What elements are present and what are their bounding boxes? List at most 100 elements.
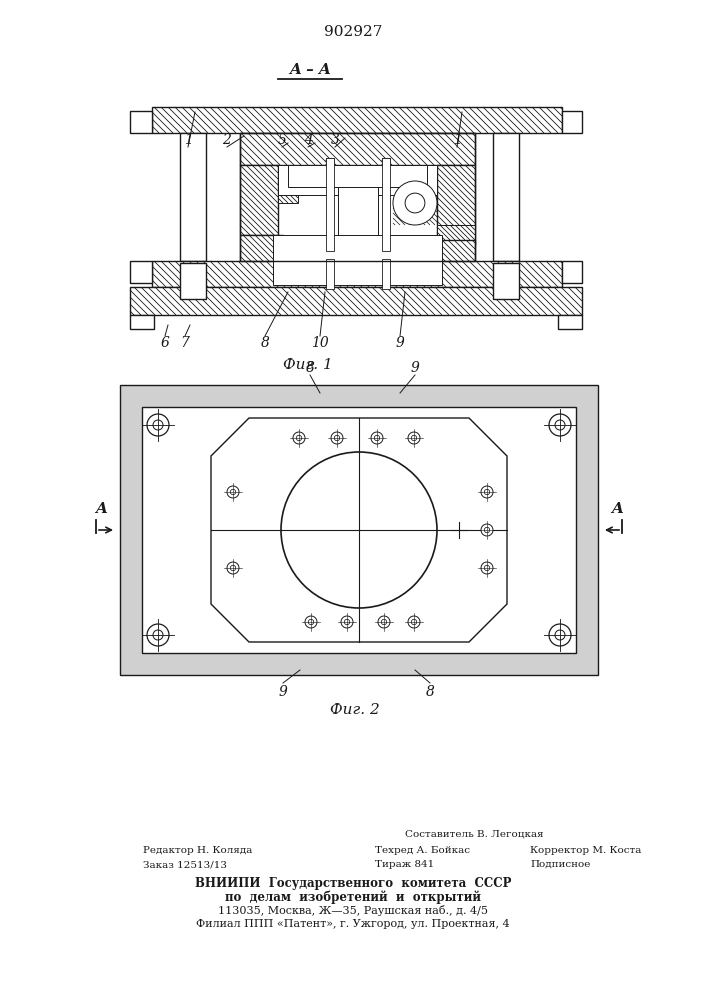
Text: 5: 5 (278, 133, 286, 147)
Circle shape (555, 420, 565, 430)
Circle shape (484, 489, 490, 495)
Bar (130, 287, 582, 315)
Circle shape (147, 624, 169, 646)
Text: 8: 8 (305, 361, 315, 375)
Text: A: A (95, 502, 107, 516)
Text: Корректор М. Коста: Корректор М. Коста (530, 846, 641, 855)
Bar (278, 178, 298, 203)
Bar (142, 407, 576, 653)
Bar (240, 165, 278, 235)
Text: Фиг. 2: Фиг. 2 (330, 703, 380, 717)
Circle shape (308, 619, 314, 625)
Circle shape (405, 193, 425, 213)
Bar (180, 133, 206, 261)
Bar (382, 241, 390, 251)
Text: 1: 1 (184, 133, 192, 147)
Circle shape (481, 562, 493, 574)
Text: A: A (611, 502, 623, 516)
Bar (325, 158, 334, 168)
Text: Техред А. Бойкас: Техред А. Бойкас (375, 846, 470, 855)
Text: 8: 8 (261, 336, 269, 350)
Bar (278, 165, 437, 195)
Bar (180, 263, 206, 299)
Bar (130, 111, 152, 133)
Polygon shape (211, 418, 507, 642)
Circle shape (153, 630, 163, 640)
Text: ВНИИПИ  Государственного  комитета  СССР: ВНИИПИ Государственного комитета СССР (195, 877, 511, 890)
Bar (152, 261, 562, 287)
Bar (382, 275, 390, 285)
Circle shape (555, 630, 565, 640)
Text: 10: 10 (311, 336, 329, 350)
Bar (382, 158, 390, 168)
Bar (325, 241, 334, 251)
Bar (432, 240, 475, 285)
Bar (325, 259, 334, 289)
Circle shape (481, 524, 493, 536)
Text: по  делам  изобретений  и  открытий: по делам изобретений и открытий (225, 891, 481, 904)
Bar (240, 235, 283, 285)
Text: 9: 9 (411, 361, 419, 375)
Text: 7: 7 (180, 336, 189, 350)
Text: 9: 9 (395, 336, 404, 350)
Circle shape (408, 616, 420, 628)
Bar (152, 107, 562, 133)
Text: 9: 9 (279, 685, 288, 699)
Bar (273, 235, 442, 285)
Circle shape (227, 486, 239, 498)
Bar (325, 275, 334, 285)
Bar (558, 315, 582, 329)
Circle shape (334, 435, 339, 441)
Text: Тираж 841: Тираж 841 (375, 860, 434, 869)
Circle shape (411, 435, 416, 441)
Circle shape (549, 624, 571, 646)
Bar (382, 158, 390, 251)
Text: 902927: 902927 (324, 25, 382, 39)
Circle shape (331, 432, 343, 444)
Circle shape (371, 432, 383, 444)
Circle shape (153, 420, 163, 430)
Text: 2: 2 (223, 133, 231, 147)
Circle shape (481, 486, 493, 498)
Circle shape (374, 435, 380, 441)
Bar (382, 259, 390, 289)
Text: 4: 4 (303, 133, 312, 147)
Bar (562, 111, 582, 133)
Circle shape (293, 432, 305, 444)
Bar (120, 385, 598, 675)
Circle shape (408, 432, 420, 444)
Circle shape (147, 414, 169, 436)
Bar (337, 165, 378, 253)
Circle shape (341, 616, 353, 628)
Text: Редактор Н. Коляда: Редактор Н. Коляда (143, 846, 252, 855)
Circle shape (230, 489, 235, 495)
Bar (240, 133, 475, 165)
Text: 6: 6 (160, 336, 170, 350)
Bar (437, 165, 475, 245)
Text: Составитель В. Легоцкая: Составитель В. Легоцкая (405, 830, 544, 839)
Circle shape (227, 562, 239, 574)
Bar (130, 315, 154, 329)
Circle shape (484, 565, 490, 571)
Bar (130, 261, 152, 283)
Circle shape (549, 414, 571, 436)
Text: Филиал ППП «Патент», г. Ужгород, ул. Проектная, 4: Филиал ППП «Патент», г. Ужгород, ул. Про… (196, 919, 510, 929)
Circle shape (344, 619, 350, 625)
Circle shape (296, 435, 302, 441)
Circle shape (281, 452, 437, 608)
Text: 3: 3 (331, 133, 339, 147)
Circle shape (305, 616, 317, 628)
Bar (240, 133, 475, 261)
Bar (325, 158, 334, 251)
Text: A – A: A – A (289, 63, 331, 77)
Text: Заказ 12513/13: Заказ 12513/13 (143, 860, 227, 869)
Bar (493, 133, 519, 261)
Text: Подписное: Подписное (530, 860, 590, 869)
Text: 113035, Москва, Ж—35, Раушская наб., д. 4/5: 113035, Москва, Ж—35, Раушская наб., д. … (218, 905, 488, 916)
Circle shape (393, 181, 437, 225)
Bar (288, 165, 427, 187)
Circle shape (230, 565, 235, 571)
Bar (562, 261, 582, 283)
Text: 1: 1 (452, 133, 462, 147)
Circle shape (411, 619, 416, 625)
